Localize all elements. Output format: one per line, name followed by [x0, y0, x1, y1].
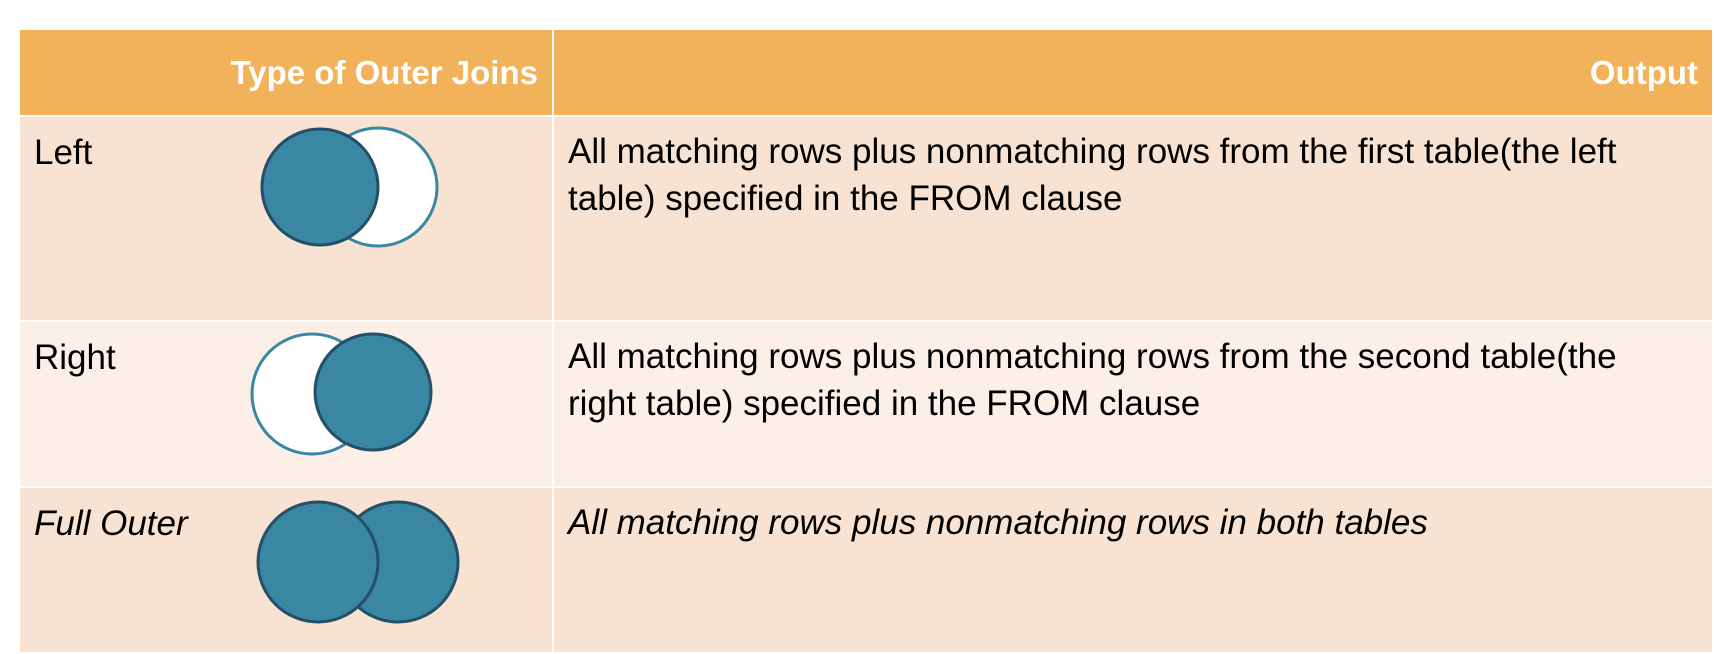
table-header-row: Type of Outer Joins Output — [18, 27, 1714, 118]
table-row: Left All matching rows plus nonmatching … — [18, 115, 1714, 322]
join-type-label: Full Outer — [34, 503, 188, 543]
output-cell-full-outer: All matching rows plus nonmatching rows … — [552, 485, 1714, 654]
table-row: Right All matching rows plus nonmatching… — [18, 319, 1714, 488]
join-type-cell-right: Right — [18, 319, 554, 488]
join-type-label: Left — [34, 133, 93, 173]
output-cell-left: All matching rows plus nonmatching rows … — [552, 115, 1714, 322]
type-column-header: Type of Outer Joins — [18, 27, 554, 118]
output-cell-right: All matching rows plus nonmatching rows … — [552, 319, 1714, 488]
left-join-venn-icon — [260, 126, 439, 248]
join-type-cell-full-outer: Full Outer — [18, 485, 554, 654]
table-row: Full Outer All matching rows plus nonmat… — [18, 485, 1714, 654]
outer-joins-table: Type of Outer Joins Output Left All matc… — [18, 27, 1714, 654]
join-type-cell-left: Left — [18, 115, 554, 322]
output-column-header: Output — [552, 27, 1714, 118]
join-type-label: Right — [34, 337, 116, 377]
full-outer-join-venn-icon — [256, 500, 460, 624]
right-join-venn-icon — [250, 332, 433, 456]
